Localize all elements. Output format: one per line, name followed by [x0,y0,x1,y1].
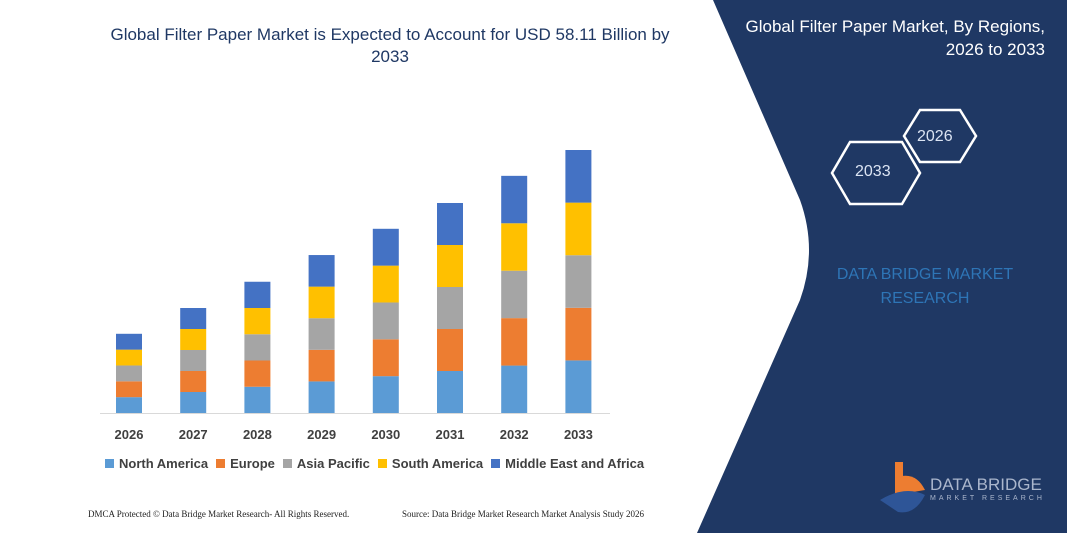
bar-segment-2033-middle-east-and-africa [565,150,592,203]
footer-source: Source: Data Bridge Market Research Mark… [402,509,644,519]
bar-segment-2030-asia-pacific [372,302,399,340]
logo-line1: DATA BRIDGE [930,475,1042,494]
stacked-bar-chart: 2026 2027 2028 2029 2030 2031 2032 2033 [100,150,610,442]
bar-segment-2028-asia-pacific [244,334,271,361]
bar-segment-2027-middle-east-and-africa [180,307,207,329]
legend-label: South America [391,456,484,471]
legend-item: Middle East and Africa [491,456,644,471]
hex-label-start: 2026 [917,128,953,145]
bar-segment-2033-europe [565,307,592,361]
bar-segment-2027-south-america [180,328,207,350]
legend-item: Asia Pacific [282,456,370,471]
brand-text: DATA BRIDGE MARKET RESEARCH [836,266,1014,307]
bar-segment-2028-north-america [244,386,271,413]
bar-segment-2030-europe [372,339,399,377]
legend-swatch [105,459,114,468]
bar-segment-2033-north-america [565,360,592,413]
side-panel-title: Global Filter Paper Market, By Regions, … [745,17,1045,59]
bar-segment-2030-south-america [372,265,399,303]
chart-title: Global Filter Paper Market is Expected t… [110,25,670,66]
x-tick-label: 2029 [307,427,336,442]
x-tick-label: 2027 [179,427,208,442]
bar-segment-2029-south-america [308,286,335,319]
legend-swatch [216,459,226,468]
bar-segment-2027-north-america [180,391,207,413]
bar-segment-2029-north-america [308,381,335,413]
bar-segment-2030-middle-east-and-africa [372,228,399,266]
x-tick-label: 2030 [371,427,400,442]
legend-label: North America [119,456,209,471]
bar-segment-2032-middle-east-and-africa [501,175,528,224]
bar-segment-2026-europe [116,381,142,398]
bar-segment-2033-south-america [565,202,592,256]
legend-swatch [491,459,501,468]
bar-segment-2031-north-america [437,370,463,413]
hexagon-2026 [902,108,978,164]
logo-line2: MARKET RESEARCH [930,495,1045,502]
legend-label: Europe [230,456,275,471]
legend-item: South America [377,456,484,471]
bar-segment-2031-asia-pacific [437,286,463,329]
x-tick-label: 2028 [243,427,272,442]
bar-segment-2032-south-america [501,223,528,271]
bar-segment-2029-europe [308,349,335,382]
bar-segment-2027-europe [180,370,207,392]
x-tick-label: 2026 [115,427,144,442]
legend-label: Middle East and Africa [505,456,645,471]
footer-copyright: DMCA Protected © Data Bridge Market Rese… [88,509,350,519]
x-tick-label: 2031 [436,427,465,442]
legend-item: North America [105,456,208,471]
legend-item: Europe [216,456,275,471]
x-tick-label: 2032 [500,427,529,442]
bar-segment-2032-asia-pacific [501,270,528,319]
logo: DATA BRIDGE MARKET RESEARCH [930,475,1045,502]
bar-segment-2028-south-america [244,307,271,335]
bar-segment-2031-south-america [437,244,463,287]
bar-segment-2026-north-america [116,397,142,413]
legend-label: Asia Pacific [296,456,370,471]
bar-segment-2026-asia-pacific [116,365,142,382]
bar-segment-2033-asia-pacific [565,255,592,308]
chart-legend: North America Europe Asia Pacific South … [105,456,644,471]
hexagon-2033 [830,140,922,206]
bar-segment-2029-asia-pacific [308,318,335,350]
bar-segment-2026-south-america [116,349,142,366]
bar-segment-2028-middle-east-and-africa [244,281,271,308]
bar-segment-2028-europe [244,360,271,387]
legend-swatch [377,459,387,468]
hex-label-end: 2033 [855,163,891,180]
bar-segment-2026-middle-east-and-africa [116,333,142,350]
bar-segment-2029-middle-east-and-africa [308,255,335,287]
bar-segment-2032-europe [501,318,528,366]
bar-segment-2032-north-america [501,365,528,413]
x-tick-label: 2033 [564,427,593,442]
bar-segment-2031-middle-east-and-africa [437,202,463,245]
legend-swatch [282,459,292,468]
bar-segment-2027-asia-pacific [180,349,207,371]
bar-segment-2030-north-america [372,376,399,413]
bar-segment-2031-europe [437,328,463,371]
logo-icon [880,462,925,513]
